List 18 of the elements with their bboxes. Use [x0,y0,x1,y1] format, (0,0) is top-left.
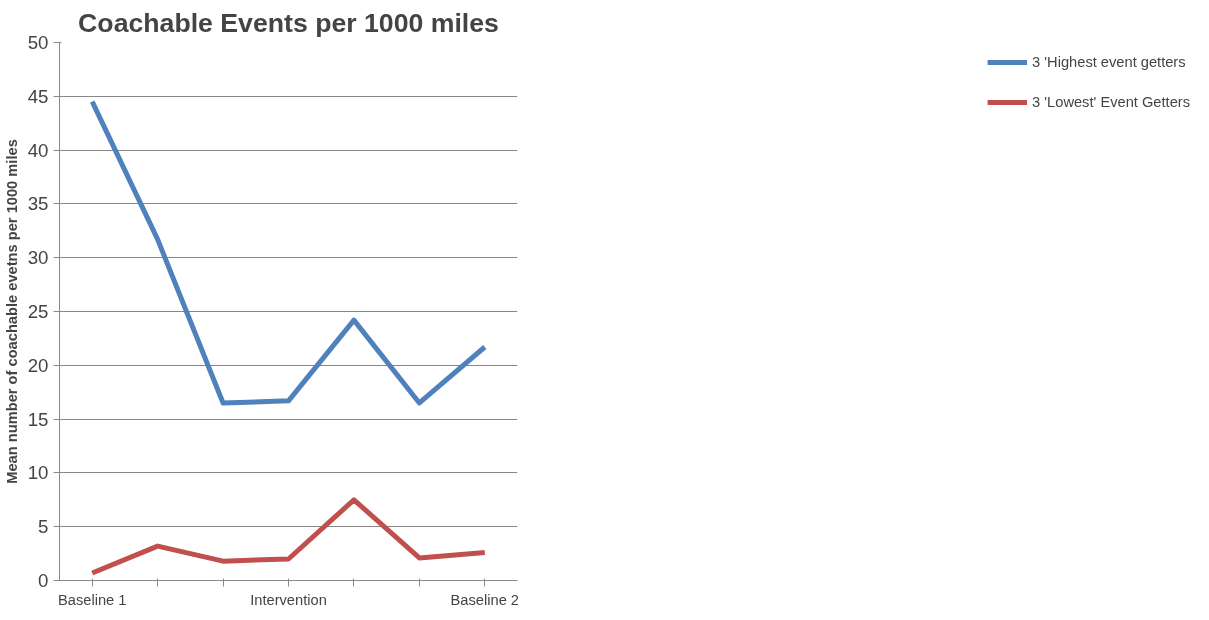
x-tick-label: Intervention [250,591,327,608]
x-tick-label: Baseline 1 [57,591,127,608]
y-tick-label: 15 [27,408,49,430]
y-tick-label: 35 [27,193,49,215]
y-axis-title: Mean number of coachable evetns per 1000 miles [3,139,20,484]
y-tick-label: 10 [27,462,49,484]
y-tick-label: 45 [27,85,49,107]
chart-title: Coachable Events per 1000 miles [78,7,499,38]
y-tick-label: 5 [38,516,49,538]
y-tick-label: 40 [27,139,49,161]
y-tick-label: 20 [27,354,49,376]
legend-label: 3 'Lowest' Event Getters [1032,94,1190,110]
x-tick-label: Baseline 2 [450,591,520,608]
y-tick-label: 25 [27,301,49,322]
y-tick-label: 30 [27,247,49,269]
y-tick-label: 50 [27,32,49,53]
y-tick-label: 0 [38,570,49,591]
legend-label: 3 'Highest event getters [1032,54,1186,70]
